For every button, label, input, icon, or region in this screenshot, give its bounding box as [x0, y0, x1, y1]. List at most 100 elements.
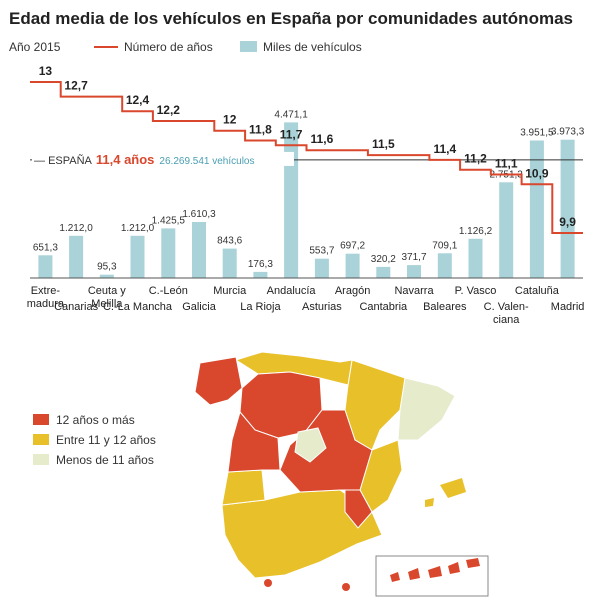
bar-value-label: 553,7 [309, 246, 334, 257]
category-label: Extre- [31, 285, 61, 297]
age-step-line [30, 81, 583, 234]
category-label: C.-León [149, 285, 188, 297]
category-label: Cantabria [359, 301, 408, 313]
category-label: Ceuta y [88, 285, 126, 297]
category-label: Andalucía [267, 285, 317, 297]
bar-value-label: 176,3 [248, 259, 273, 270]
age-value-label: 11,1 [495, 157, 518, 171]
bar-ceuta-y-melilla [99, 274, 114, 278]
map-region-baleares-small [425, 498, 434, 507]
map-region-madrid [294, 427, 327, 463]
category-label: Galicia [182, 301, 217, 313]
map-legend-swatch-mid [33, 434, 49, 445]
age-value-label: 11,8 [249, 123, 272, 137]
category-label: Melilla [91, 298, 123, 310]
bar-value-label: 709,1 [432, 240, 457, 251]
bar-extremadura [38, 255, 53, 278]
map-region-cataluna [397, 377, 456, 441]
age-value-label: 11,2 [464, 152, 487, 166]
map-legend-swatch-high [33, 414, 49, 425]
bar-arag-n [345, 253, 360, 278]
bar-value-label: 4.471,1 [274, 109, 308, 120]
map-legend: 12 años o más Entre 11 y 12 años Menos d… [33, 413, 156, 467]
map-legend-label-mid: Entre 11 y 12 años [56, 433, 156, 447]
canarias-inset-frame [375, 555, 489, 597]
bar-value-label: 95,3 [97, 262, 117, 273]
age-value-label: 9,9 [559, 215, 576, 229]
category-label: Madrid [551, 301, 585, 313]
age-value-label: 11,5 [372, 137, 395, 151]
reference-value: 11,4 años [96, 152, 155, 167]
map-region-castilla-mancha [279, 409, 373, 493]
category-label: C.-La Mancha [103, 301, 173, 313]
category-label: Aragón [335, 285, 370, 297]
legend-bar-label: Miles de vehículos [263, 40, 362, 54]
map-region-melilla [342, 583, 350, 591]
category-label: Baleares [423, 301, 467, 313]
reference-label: — ESPAÑA 11,4 años 26.269.541 vehículos [34, 152, 255, 167]
category-label: Canarias [54, 301, 99, 313]
bar-value-label: 1.212,0 [121, 223, 155, 234]
bar-value-label: 1.212,0 [59, 223, 93, 234]
spain-map [194, 351, 489, 597]
category-label: ciana [493, 314, 520, 326]
year-label: Año 2015 [9, 40, 61, 54]
age-value-label: 11,6 [311, 132, 334, 146]
bar-c-le-n [161, 228, 176, 278]
map-region-galicia [194, 356, 243, 406]
map-region-canarias [390, 558, 480, 582]
bar-c-la-mancha [130, 235, 145, 278]
age-value-label: 13 [39, 64, 53, 78]
reference-label-bg [32, 151, 294, 166]
age-value-label: 12 [223, 113, 237, 127]
bar-galicia [192, 222, 206, 278]
bar-baleares [437, 253, 452, 278]
bar-c-valenciana [499, 182, 514, 278]
chart-title: Edad media de los vehículos en España po… [9, 9, 573, 28]
map-region-ceuta [264, 579, 272, 587]
bar-navarra [407, 265, 421, 278]
age-value-label: 10,9 [525, 166, 549, 180]
bar-catalu-a [529, 140, 544, 278]
bar-madrid [560, 139, 575, 278]
bar-value-label: 651,3 [33, 242, 58, 253]
reference-note: 26.269.541 vehículos [159, 156, 254, 167]
bar-cantabria [376, 266, 391, 278]
bar-value-label: 3.951,5 [520, 128, 554, 139]
bar-value-label: 1.425,5 [152, 215, 186, 226]
age-value-label: 11,4 [433, 142, 456, 156]
age-value-label: 12,4 [126, 93, 150, 107]
category-label: madura [27, 298, 65, 310]
reference-prefix: — [34, 155, 48, 167]
category-label: P. Vasco [455, 285, 497, 297]
map-region-extremadura-south [221, 469, 266, 506]
reference-name: ESPAÑA [48, 154, 92, 167]
bar-value-label: 3.973,3 [551, 127, 585, 138]
map-region-extremadura [227, 410, 281, 473]
category-label: Asturias [302, 301, 342, 313]
bar-value-label: 371,7 [401, 252, 426, 263]
map-legend-label-low: Menos de 11 años [56, 453, 154, 467]
map-legend-swatch-low [33, 454, 49, 465]
bar-asturias [314, 258, 329, 278]
bar-value-label: 320,2 [371, 254, 396, 265]
bar-value-label: 697,2 [340, 241, 365, 252]
map-region-baleares [440, 478, 466, 498]
age-value-label: 12,2 [157, 103, 181, 117]
category-label: C. Valen- [484, 301, 529, 313]
bar-canarias [69, 235, 84, 278]
bar-la-rioja [253, 271, 268, 278]
bar-group [38, 122, 575, 279]
map-legend-label-high: 12 años o más [56, 413, 135, 427]
bar-p-vasco [468, 238, 483, 278]
category-label: Cataluña [515, 285, 560, 297]
bar-value-label: 843,6 [217, 236, 242, 247]
map-region-murcia [344, 489, 373, 529]
category-label: Murcia [213, 285, 247, 297]
legend-bar-swatch [240, 41, 257, 52]
age-value-label: 11,7 [280, 127, 303, 141]
age-value-labels: 13 12,7 12,4 12,2 12 11,8 11,7 11,6 11,5 11,4 11,2… [39, 64, 577, 229]
